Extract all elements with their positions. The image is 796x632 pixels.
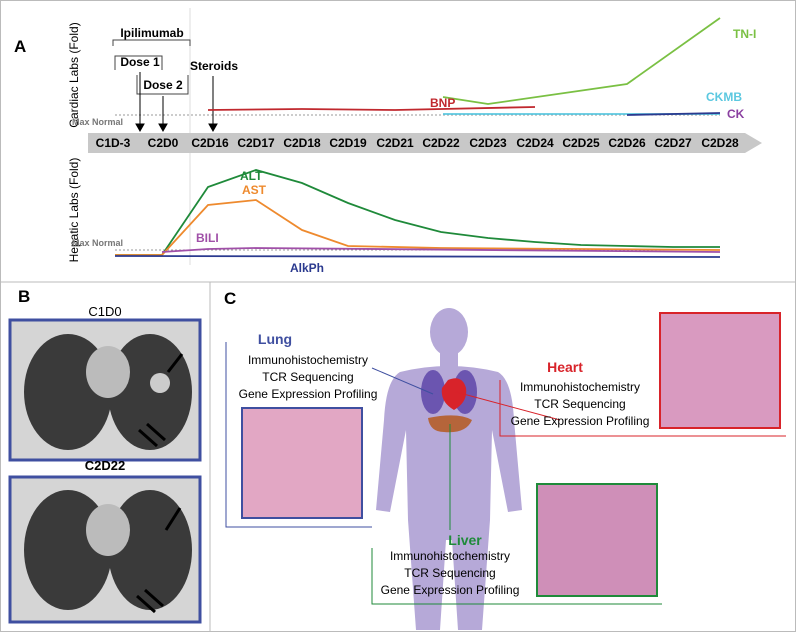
- timeline-label: C2D26: [608, 136, 646, 150]
- bracket: [112, 39, 191, 46]
- annotation: Dose 1: [120, 55, 160, 69]
- annotation: Dose 2: [143, 78, 183, 92]
- method: TCR Sequencing: [534, 397, 625, 411]
- method: Gene Expression Profiling: [239, 387, 378, 401]
- series-label: TN-I: [733, 27, 756, 41]
- axis-label: Hepatic Labs (Fold): [67, 158, 81, 263]
- timeline-bar: [88, 133, 762, 153]
- connector: [371, 367, 434, 395]
- panel-label: B: [18, 287, 30, 306]
- histology-image: [536, 483, 658, 597]
- arrows: [135, 72, 218, 133]
- series-label: ALT: [240, 169, 263, 183]
- method: TCR Sequencing: [262, 370, 353, 384]
- ct-image: [8, 318, 202, 462]
- organ-title: Heart: [547, 359, 583, 375]
- series-label: AlkPh: [290, 261, 324, 275]
- axis-label: Cardiac Labs (Fold): [67, 22, 81, 127]
- bracket: [114, 55, 163, 70]
- max-normal: Max Normal: [72, 117, 123, 127]
- panel-label: A: [14, 37, 26, 56]
- annotation: Steroids: [190, 59, 238, 73]
- method: Gene Expression Profiling: [381, 583, 520, 597]
- connector: [455, 391, 561, 421]
- timeline-label: C2D25: [562, 136, 600, 150]
- timeline-label: C2D0: [148, 136, 179, 150]
- bracket: [499, 380, 786, 437]
- timeline-label: C2D24: [516, 136, 554, 150]
- bracket: [371, 548, 662, 605]
- ct-image: [8, 475, 202, 624]
- timeline-label: C2D22: [422, 136, 460, 150]
- histology-image: [659, 312, 781, 429]
- histology-image: [241, 407, 363, 519]
- organ-title: Lung: [258, 331, 292, 347]
- bracket: [136, 75, 189, 95]
- method: Immunohistochemistry: [390, 549, 510, 563]
- curves: [114, 17, 721, 258]
- timeline-label: C2D16: [191, 136, 229, 150]
- organs: [421, 370, 477, 433]
- max-normal: Max Normal: [72, 238, 123, 248]
- series-label: AST: [242, 183, 267, 197]
- series-label: BNP: [430, 96, 455, 110]
- series-label: CK: [727, 107, 745, 121]
- method: TCR Sequencing: [404, 566, 495, 580]
- scan-label: C1D0: [88, 304, 121, 319]
- bracket: [225, 342, 372, 528]
- series-label: CKMB: [706, 90, 742, 104]
- method: Immunohistochemistry: [248, 353, 368, 367]
- timeline-label: C2D21: [376, 136, 414, 150]
- scan-label: C2D22: [85, 458, 125, 473]
- timeline-label: C2D19: [329, 136, 367, 150]
- annotation: Ipilimumab: [120, 26, 183, 40]
- timeline-label: C2D27: [654, 136, 692, 150]
- method: Immunohistochemistry: [520, 380, 640, 394]
- method: Gene Expression Profiling: [511, 414, 650, 428]
- body-silhouette: [376, 308, 522, 630]
- timeline-label: C2D18: [283, 136, 321, 150]
- organ-title: Liver: [448, 532, 482, 548]
- timeline-label: C2D23: [469, 136, 507, 150]
- timeline-label: C2D28: [701, 136, 739, 150]
- panel-label: C: [224, 289, 236, 308]
- timeline-label: C2D17: [237, 136, 275, 150]
- timeline-label: C1D-3: [96, 136, 131, 150]
- series-label: BILI: [196, 231, 219, 245]
